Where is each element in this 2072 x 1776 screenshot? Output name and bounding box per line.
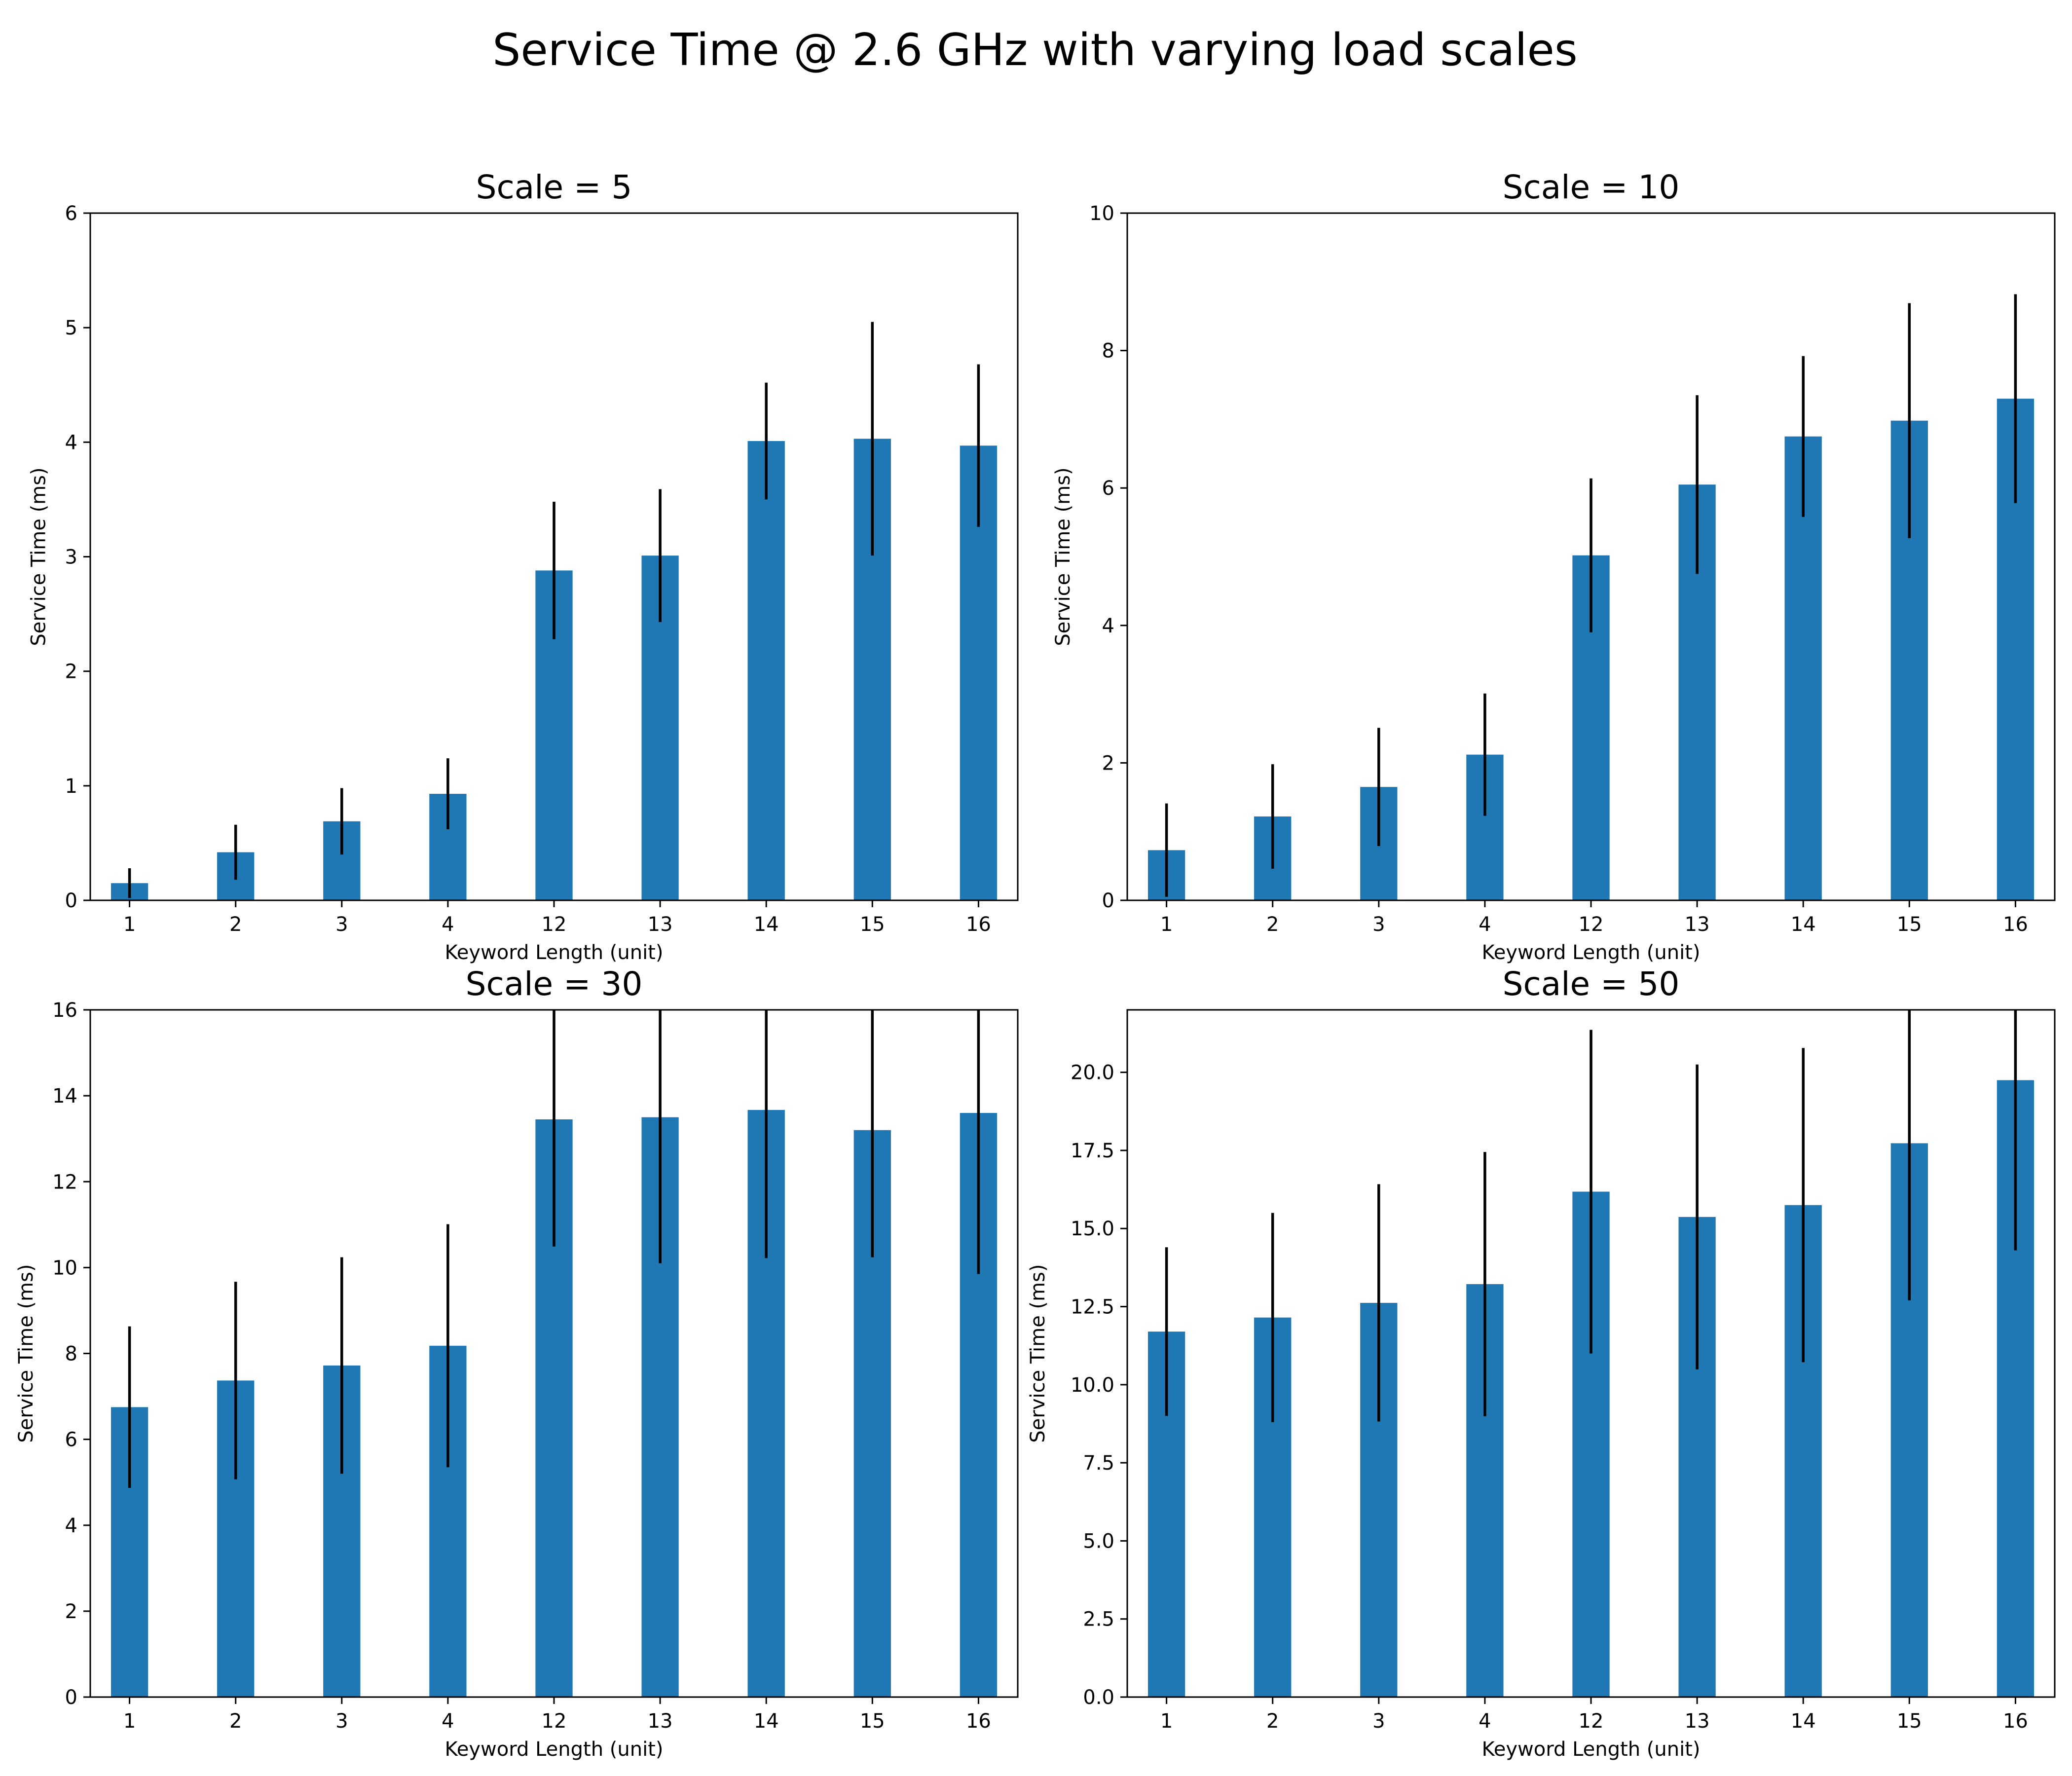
x-tick-label: 1 <box>1160 1710 1173 1733</box>
y-tick-label: 2 <box>1102 752 1114 775</box>
subplot-title: Scale = 5 <box>476 168 632 206</box>
x-tick-label: 16 <box>966 913 991 936</box>
y-tick-label: 16 <box>52 999 77 1022</box>
x-tick-label: 1 <box>123 1710 136 1733</box>
figure-title: Service Time @ 2.6 GHz with varying load… <box>492 24 1577 76</box>
x-tick-label: 15 <box>860 913 885 936</box>
y-tick-label: 6 <box>1102 477 1114 500</box>
y-tick-label: 10 <box>52 1257 77 1279</box>
x-tick-label: 14 <box>1791 1710 1816 1733</box>
y-tick-label: 10.0 <box>1071 1374 1114 1397</box>
y-tick-label: 20.0 <box>1071 1062 1114 1084</box>
y-tick-label: 5.0 <box>1083 1530 1114 1553</box>
x-tick-label: 13 <box>1685 913 1710 936</box>
x-axis-label: Keyword Length (unit) <box>1482 1738 1701 1761</box>
y-tick-label: 4 <box>65 431 77 454</box>
y-tick-label: 6 <box>65 202 77 225</box>
y-tick-label: 0 <box>65 889 77 912</box>
x-axis-label: Keyword Length (unit) <box>1482 941 1701 964</box>
x-tick-label: 16 <box>2003 913 2028 936</box>
y-tick-label: 4 <box>65 1515 77 1537</box>
y-tick-label: 8 <box>65 1343 77 1366</box>
x-tick-label: 2 <box>229 1710 242 1733</box>
x-tick-label: 12 <box>542 1710 567 1733</box>
bar <box>747 441 785 900</box>
x-tick-label: 1 <box>123 913 136 936</box>
y-tick-label: 0.0 <box>1083 1686 1114 1709</box>
y-tick-label: 2.5 <box>1083 1608 1114 1631</box>
y-axis-label: Service Time (ms) <box>1027 1264 1049 1443</box>
x-tick-label: 2 <box>1266 913 1279 936</box>
subplot-title: Scale = 30 <box>466 965 643 1003</box>
x-tick-label: 16 <box>966 1710 991 1733</box>
x-tick-label: 4 <box>1479 1710 1491 1733</box>
x-tick-label: 14 <box>754 913 779 936</box>
x-tick-label: 4 <box>442 1710 454 1733</box>
y-tick-label: 3 <box>65 546 77 569</box>
y-tick-label: 12.5 <box>1071 1296 1114 1319</box>
x-tick-label: 4 <box>442 913 454 936</box>
y-tick-label: 5 <box>65 317 77 339</box>
x-tick-label: 1 <box>1160 913 1173 936</box>
y-tick-label: 4 <box>1102 615 1114 637</box>
x-tick-label: 14 <box>754 1710 779 1733</box>
x-tick-label: 2 <box>1266 1710 1279 1733</box>
y-tick-label: 2 <box>65 1600 77 1623</box>
y-tick-label: 7.5 <box>1083 1452 1114 1475</box>
x-axis-label: Keyword Length (unit) <box>445 1738 664 1761</box>
y-tick-label: 15.0 <box>1071 1218 1114 1240</box>
y-tick-label: 2 <box>65 661 77 683</box>
x-tick-label: 15 <box>1897 1710 1922 1733</box>
y-axis-label: Service Time (ms) <box>28 467 50 646</box>
x-tick-label: 15 <box>1897 913 1922 936</box>
y-axis-label: Service Time (ms) <box>1052 467 1074 646</box>
y-tick-label: 12 <box>52 1171 77 1193</box>
subplot-4: 1 2 3 4 12 13 14 15 160.02.55.07.510.012.515.017… <box>1027 965 2056 1761</box>
y-tick-label: 8 <box>1102 340 1114 363</box>
y-tick-label: 17.5 <box>1071 1140 1114 1162</box>
y-tick-label: 1 <box>65 775 77 798</box>
y-tick-label: 10 <box>1089 202 1114 225</box>
y-tick-label: 0 <box>1102 889 1114 912</box>
x-tick-label: 13 <box>1685 1710 1710 1733</box>
x-tick-label: 12 <box>1579 913 1604 936</box>
x-tick-label: 3 <box>1372 1710 1385 1733</box>
x-tick-label: 2 <box>229 913 242 936</box>
x-tick-label: 3 <box>335 1710 348 1733</box>
y-tick-label: 6 <box>65 1429 77 1451</box>
x-tick-label: 16 <box>2003 1710 2028 1733</box>
y-axis-label: Service Time (ms) <box>15 1264 37 1443</box>
y-tick-label: 0 <box>65 1686 77 1709</box>
subplot-title: Scale = 10 <box>1503 168 1680 206</box>
x-tick-label: 14 <box>1791 913 1816 936</box>
x-tick-label: 3 <box>335 913 348 936</box>
x-tick-label: 12 <box>542 913 567 936</box>
x-axis-label: Keyword Length (unit) <box>445 941 664 964</box>
y-tick-label: 14 <box>52 1085 77 1108</box>
x-tick-label: 13 <box>648 913 673 936</box>
x-tick-label: 3 <box>1372 913 1385 936</box>
x-tick-label: 15 <box>860 1710 885 1733</box>
subplot-title: Scale = 50 <box>1503 965 1680 1003</box>
x-tick-label: 12 <box>1579 1710 1604 1733</box>
x-tick-label: 13 <box>648 1710 673 1733</box>
x-tick-label: 4 <box>1479 913 1491 936</box>
